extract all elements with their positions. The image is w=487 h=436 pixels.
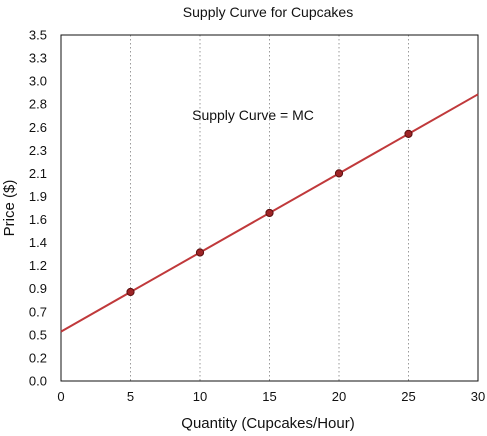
y-axis-label: Price ($): [1, 180, 18, 237]
x-tick-label: 5: [127, 389, 134, 404]
plot-frame: [60, 34, 479, 382]
supply-point: [334, 169, 344, 178]
y-tick-label: 1.9: [29, 189, 47, 204]
x-tick-label: 25: [401, 389, 415, 404]
y-tick-label: 3.0: [29, 74, 47, 89]
supply-point: [195, 248, 205, 257]
y-tick-label: 1.4: [29, 235, 47, 250]
series-layer: [60, 93, 479, 333]
y-tick-label: 0.7: [29, 304, 47, 319]
y-axis-ticks: 0.0 0.2 0.5 0.7 0.9 1.2 1.4 1.6 1.9 2.1 2.3 2.6 2.8 3…: [29, 28, 47, 389]
x-axis-label: Quantity (Cupcakes/Hour): [181, 415, 354, 431]
y-tick-label: 3.5: [29, 28, 47, 43]
supply-point: [126, 287, 135, 297]
y-tick-label: 0.0: [29, 374, 47, 389]
y-tick-label: 2.1: [29, 166, 47, 181]
x-tick-label: 30: [471, 389, 485, 404]
x-tick-label: 0: [57, 389, 64, 404]
y-tick-label: 0.5: [29, 327, 47, 342]
y-tick-label: 2.6: [29, 120, 47, 135]
x-tick-label: 10: [193, 389, 207, 404]
x-tick-label: 20: [332, 389, 346, 404]
supply-curve-annotation: Supply Curve = MC: [192, 107, 314, 123]
y-tick-label: 0.9: [29, 281, 47, 296]
y-tick-label: 2.8: [29, 97, 47, 112]
y-tick-label: 1.2: [29, 258, 47, 273]
y-tick-label: 3.3: [29, 51, 47, 66]
y-tick-label: 0.2: [29, 350, 47, 365]
y-tick-label: 1.6: [29, 212, 47, 227]
x-axis-ticks: 0 5 10 15 20 25 30: [57, 389, 485, 404]
grid: [130, 35, 409, 381]
chart-title: Supply Curve for Cupcakes: [183, 4, 353, 20]
y-tick-label: 2.3: [29, 143, 47, 158]
x-tick-label: 15: [262, 389, 276, 404]
supply-point: [265, 208, 274, 218]
supply-point: [404, 129, 413, 138]
